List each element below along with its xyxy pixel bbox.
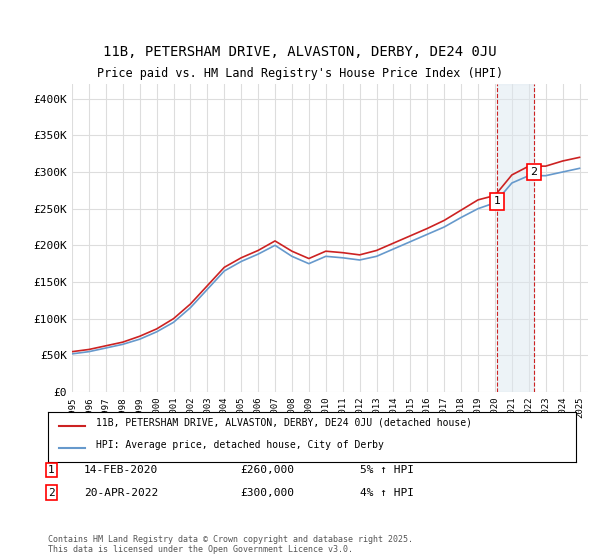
Text: 5% ↑ HPI: 5% ↑ HPI [360,465,414,475]
Text: £300,000: £300,000 [240,488,294,498]
Text: 1: 1 [493,197,500,206]
Text: 4% ↑ HPI: 4% ↑ HPI [360,488,414,498]
Text: 11B, PETERSHAM DRIVE, ALVASTON, DERBY, DE24 0JU (detached house): 11B, PETERSHAM DRIVE, ALVASTON, DERBY, D… [95,418,472,428]
Text: 20-APR-2022: 20-APR-2022 [84,488,158,498]
Text: HPI: Average price, detached house, City of Derby: HPI: Average price, detached house, City… [95,440,383,450]
Text: 14-FEB-2020: 14-FEB-2020 [84,465,158,475]
Text: 2: 2 [530,167,538,177]
Text: 2: 2 [48,488,55,498]
Text: Contains HM Land Registry data © Crown copyright and database right 2025.
This d: Contains HM Land Registry data © Crown c… [48,535,413,554]
Text: 1: 1 [48,465,55,475]
Text: 11B, PETERSHAM DRIVE, ALVASTON, DERBY, DE24 0JU: 11B, PETERSHAM DRIVE, ALVASTON, DERBY, D… [103,45,497,59]
Text: £260,000: £260,000 [240,465,294,475]
Text: Price paid vs. HM Land Registry's House Price Index (HPI): Price paid vs. HM Land Registry's House … [97,67,503,80]
Bar [497,84,534,392]
